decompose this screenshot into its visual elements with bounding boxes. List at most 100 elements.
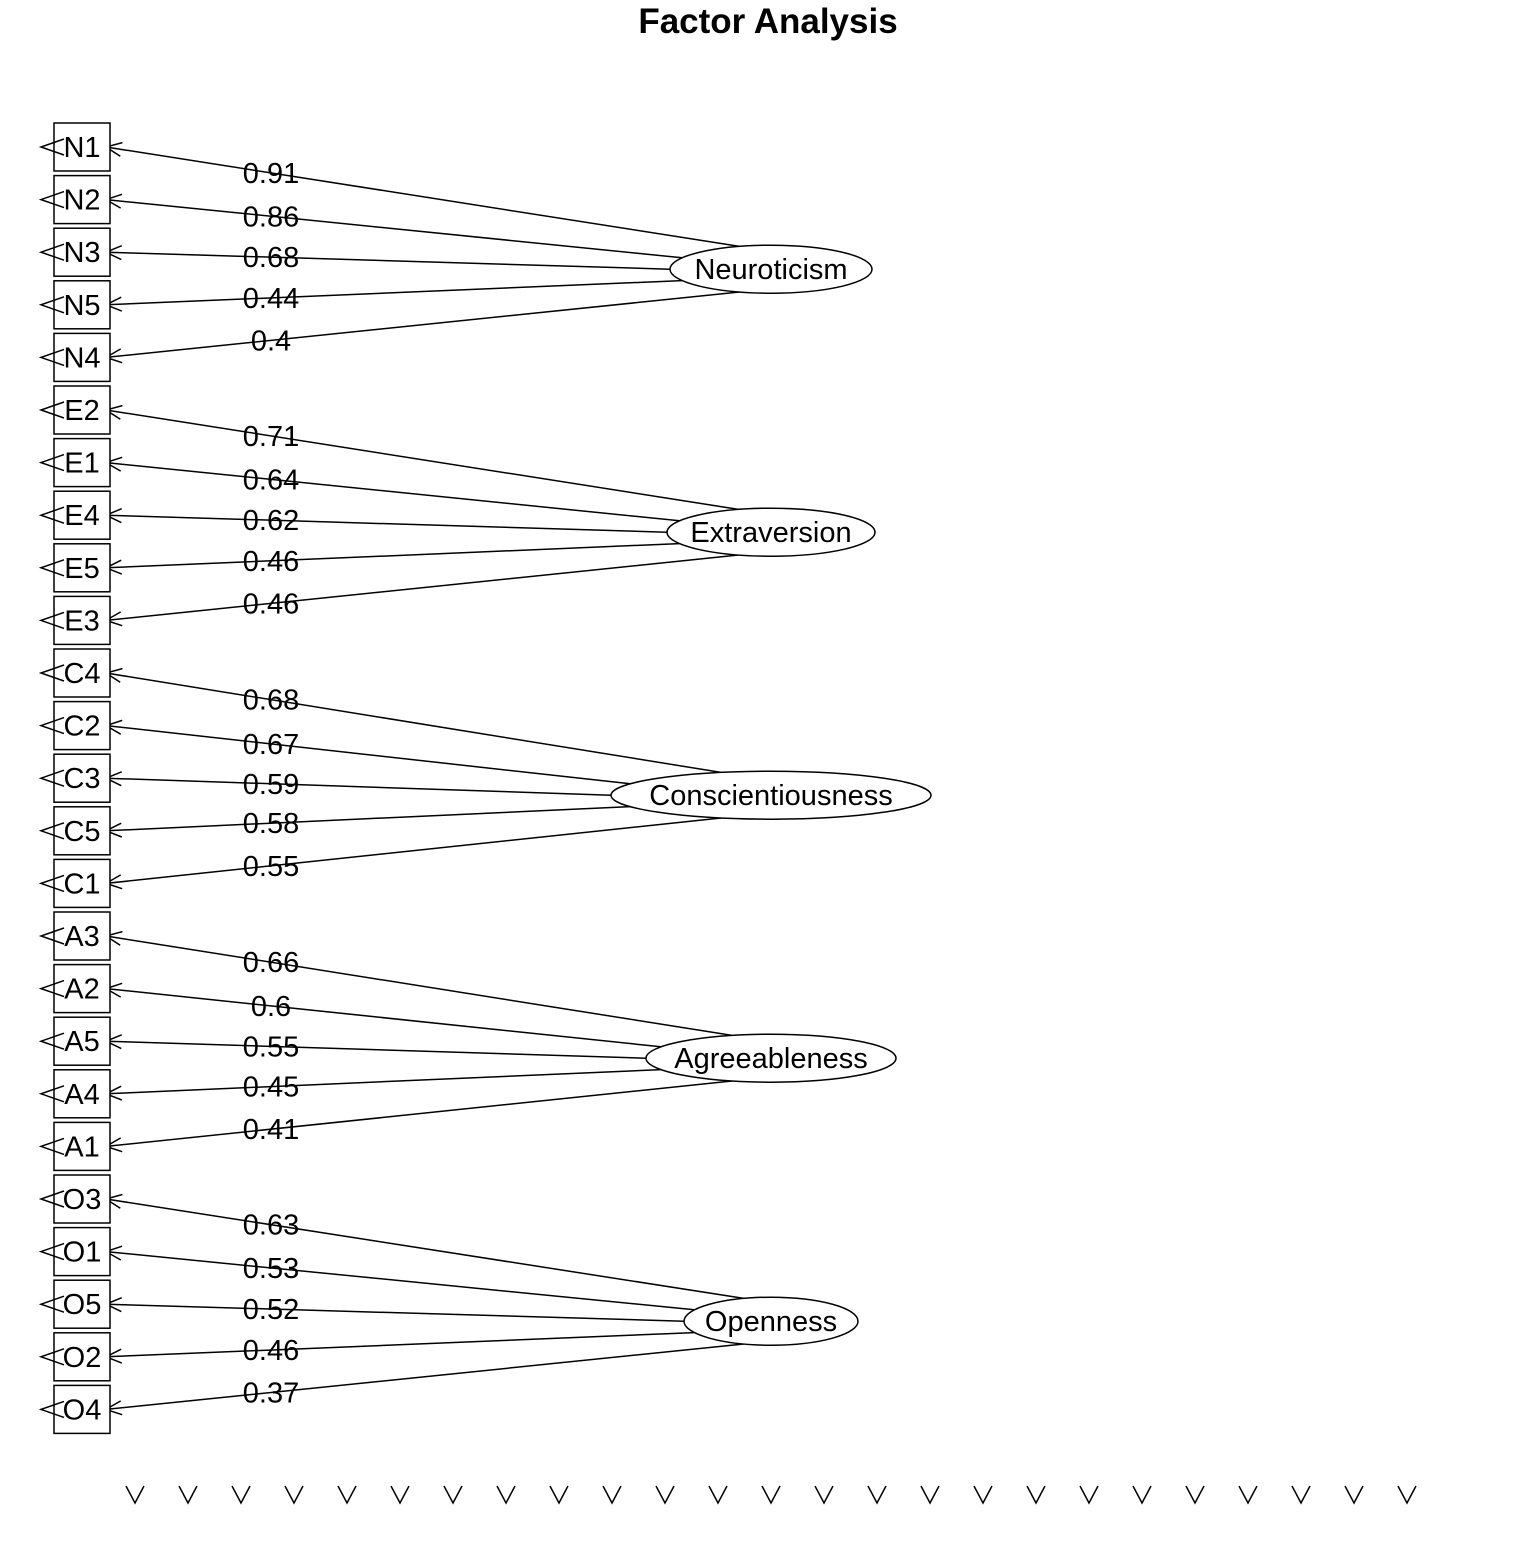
indicator-label-o5: O5 [63,1289,102,1321]
error-arrow-e4 [38,506,65,524]
indicator-box-o1 [53,1226,111,1277]
loading-label-a4: 0.45 [243,1072,299,1104]
factor-label-agreeableness: Agreeableness [674,1043,867,1075]
indicator-label-n3: N3 [63,237,100,269]
indicator-label-n5: N5 [63,290,100,322]
indicator-box-c4 [53,648,111,698]
error-tail [920,1485,940,1505]
loading-label-a3: 0.66 [243,947,299,979]
indicator-label-e3: E3 [64,605,99,637]
path-extraversion-e2 [105,409,739,511]
indicator-label-o4: O4 [63,1394,102,1426]
error-tail [867,1485,887,1505]
factor-node-openness [683,1296,859,1346]
indicator-label-c5: C5 [63,816,100,848]
path-neuroticism-n1 [105,146,740,248]
loading-label-o3: 0.63 [243,1210,299,1242]
path-openness-o5 [105,1303,685,1322]
error-arrow-c2 [38,716,65,735]
path-conscientiousness-c4 [105,672,722,774]
loading-label-o2: 0.46 [243,1335,299,1367]
indicator-label-a2: A2 [64,974,99,1006]
path-conscientiousness-c5 [105,805,631,832]
error-arrow-a4 [38,1085,65,1103]
loading-label-e2: 0.71 [243,421,299,453]
path-neuroticism-n3 [105,251,671,270]
path-openness-o3 [105,1198,744,1300]
loading-label-n1: 0.91 [243,158,299,190]
indicator-box-n1 [53,122,111,172]
factor-node-agreeableness [645,1033,897,1083]
indicator-label-a5: A5 [64,1026,99,1058]
error-tail [1026,1485,1046,1505]
loading-label-o4: 0.37 [243,1378,299,1410]
error-tail [231,1485,251,1505]
error-arrow-n3 [38,243,65,261]
path-conscientiousness-c1 [105,817,722,885]
error-arrow-e3 [38,611,65,630]
loading-label-e4: 0.62 [243,505,299,537]
indicator-label-a3: A3 [64,921,99,953]
indicator-label-c4: C4 [63,658,100,690]
path-extraversion-e4 [105,514,668,533]
path-agreeableness-a3 [105,935,733,1037]
error-arrow-c1 [38,874,65,893]
loading-label-e3: 0.46 [243,588,299,620]
loading-label-e1: 0.64 [243,464,299,496]
error-tail [1291,1485,1311,1505]
loading-label-c4: 0.68 [243,685,299,717]
path-agreeableness-a2 [105,987,662,1048]
indicator-box-e4 [53,490,111,540]
error-tail [814,1485,834,1505]
loading-label-n4: 0.4 [251,325,291,357]
indicator-box-n4 [53,332,111,383]
indicator-boxes: N1 N2 N3 N5 N4 E2 E1 E4 E5 E3 C4 C2 C3 C5 C1 A3 A2 A5 A4 A1… [38,122,111,1435]
path-extraversion-e3 [105,554,739,622]
indicator-box-n3 [53,227,111,277]
loading-label-o5: 0.52 [243,1294,299,1326]
path-conscientiousness-c3 [105,777,612,796]
error-arrow-a1 [38,1137,65,1156]
factor-label-neuroticism: Neuroticism [694,254,847,286]
path-extraversion-e5 [105,542,680,569]
error-arrow-o2 [38,1348,65,1366]
factor-node-conscientiousness [610,770,932,820]
indicator-box-o5 [53,1279,111,1329]
error-tail [337,1485,357,1505]
error-tail [1132,1485,1152,1505]
error-tail [602,1485,622,1505]
loading-label-n3: 0.68 [243,242,299,274]
error-tail [1397,1485,1417,1505]
error-tail [443,1485,463,1505]
loading-label-c1: 0.55 [243,851,299,883]
factor-node-extraversion [666,507,876,557]
loading-label-c3: 0.59 [243,769,299,801]
error-tail [1344,1485,1364,1505]
factor-label-openness: Openness [705,1306,837,1338]
loading-label-n2: 0.86 [243,201,299,233]
indicator-label-e5: E5 [64,553,99,585]
factor-label-extraversion: Extraversion [690,517,851,549]
indicator-box-o2 [53,1332,111,1382]
indicator-label-e2: E2 [64,395,99,427]
error-arrow-c5 [38,822,65,840]
indicator-box-c5 [53,806,111,856]
loading-label-c2: 0.67 [243,729,299,761]
indicator-box-c1 [53,858,111,909]
path-neuroticism-n5 [105,279,683,306]
loading-label-c5: 0.58 [243,808,299,840]
path-openness-o4 [105,1343,744,1411]
indicator-box-a4 [53,1069,111,1119]
error-tail [125,1485,145,1505]
loading-label-a5: 0.55 [243,1031,299,1063]
indicator-box-e1 [53,437,111,488]
error-tail [178,1485,198,1505]
factor-label-conscientiousness: Conscientiousness [649,780,892,812]
indicator-box-o3 [53,1174,111,1224]
loading-label-n5: 0.44 [243,283,299,315]
loading-label-a2: 0.6 [251,991,291,1023]
indicator-box-n2 [53,174,111,225]
error-tail [549,1485,569,1505]
error-arrow-o5 [38,1295,65,1313]
